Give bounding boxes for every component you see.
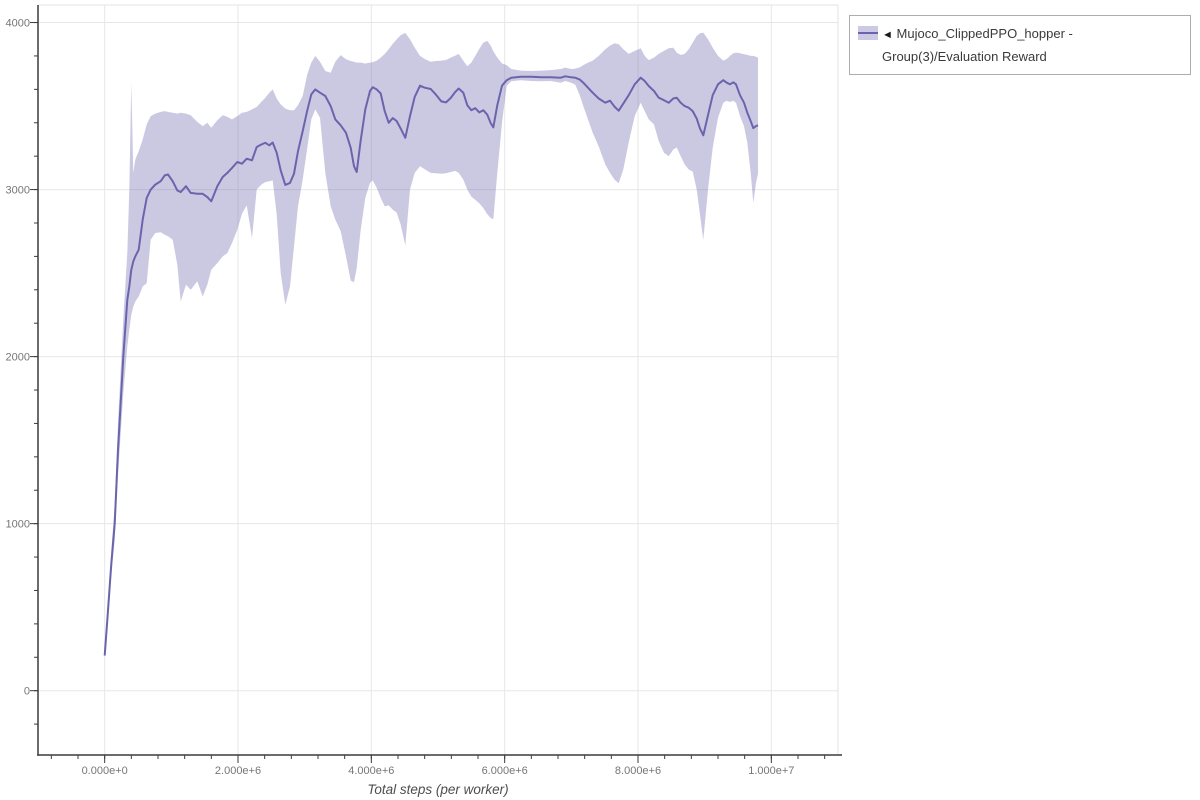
y-tick-label: 4000 — [6, 18, 30, 30]
x-tick-label: 8.000e+6 — [615, 765, 661, 777]
x-tick-label: 1.000e+7 — [748, 765, 794, 777]
legend-line-icon — [858, 32, 878, 34]
mean-line — [103, 75, 759, 656]
y-tick-label: 2000 — [6, 352, 30, 364]
y-tick-labels: 0 1000 2000 3000 4000 — [6, 18, 30, 698]
legend-item-evaluation-reward[interactable]: ◄ Mujoco_ClippedPPO_hopper - Group(3)/Ev… — [858, 23, 1180, 67]
legend-swatch-icon — [858, 26, 878, 40]
plot-border — [38, 4, 839, 755]
x-tick-label: 6.000e+6 — [482, 765, 528, 777]
x-tick-label: 2.000e+6 — [215, 765, 261, 777]
legend-label: Mujoco_ClippedPPO_hopper - Group(3)/Eval… — [882, 26, 1073, 64]
axes — [37, 5, 842, 756]
confidence-band — [104, 32, 758, 656]
x-axis-ticks — [50, 755, 826, 763]
x-tick-labels: 0.000e+0 2.000e+6 4.000e+6 6.000e+6 8.000e+6… — [82, 765, 795, 777]
collapse-arrow-icon: ◄ — [882, 29, 893, 41]
legend-entry: ◄ Mujoco_ClippedPPO_hopper - Group(3)/Ev… — [882, 23, 1180, 67]
y-tick-label: 3000 — [6, 185, 30, 197]
x-axis-title: Total steps (per worker) — [367, 782, 508, 797]
gridlines — [38, 5, 838, 755]
y-tick-label: 0 — [24, 686, 30, 698]
x-tick-label: 0.000e+0 — [82, 765, 128, 777]
legend: ◄ Mujoco_ClippedPPO_hopper - Group(3)/Ev… — [849, 15, 1191, 75]
x-tick-label: 4.000e+6 — [348, 765, 394, 777]
y-axis-ticks — [30, 22, 38, 725]
y-tick-label: 1000 — [6, 519, 30, 531]
